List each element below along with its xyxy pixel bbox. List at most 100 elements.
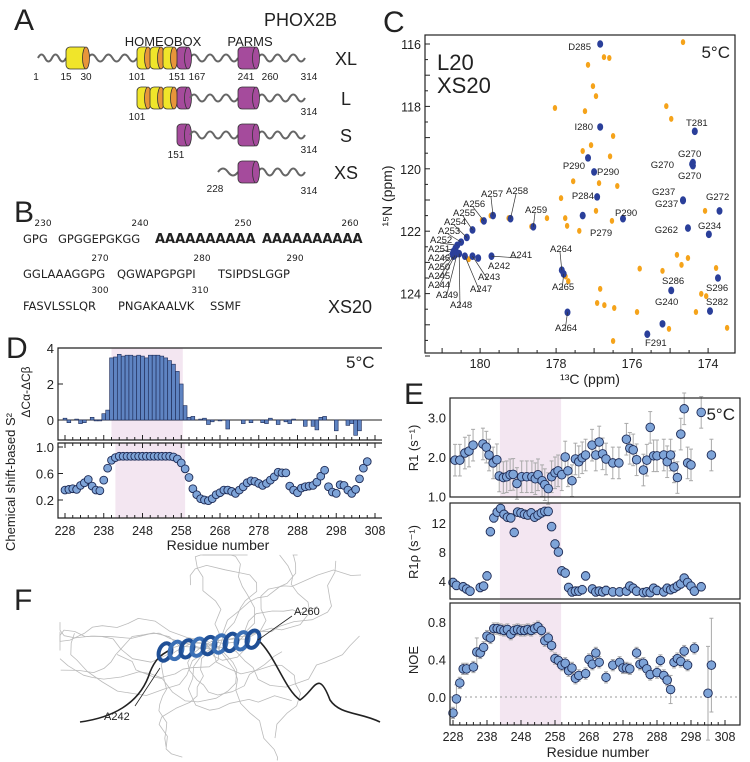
xs20-peak-T281: [691, 127, 698, 136]
r1-point: [696, 407, 706, 418]
sequence-position: 240: [131, 219, 148, 229]
x-tick-label: 268: [210, 524, 231, 538]
r1-point: [686, 460, 696, 470]
r1-point: [645, 422, 655, 433]
x-tick-label: 268: [579, 730, 600, 744]
ensemble-conformer: [213, 560, 337, 642]
bar-residue-280: [264, 419, 269, 424]
peak-label-A255: A255: [453, 208, 475, 219]
residue-number: 314: [301, 186, 318, 197]
l20-peak: [693, 309, 699, 316]
y-tick-label: 4: [47, 341, 54, 356]
bar-residue-236: [93, 419, 99, 422]
residue-number: 101: [129, 112, 146, 123]
y-tick-label: 2: [47, 377, 54, 392]
xs20-peak-S282: [707, 307, 713, 315]
noe-point: [679, 646, 689, 656]
bar-residue-243: [120, 355, 126, 421]
residue-label-a242: A242: [104, 711, 130, 723]
peak-label-A264: A264: [555, 323, 577, 334]
xs20-peak-P284: [594, 193, 601, 201]
s-parms-helix: [237, 123, 260, 147]
xl-linker: [37, 53, 67, 63]
s2-point-residue-298: [331, 489, 341, 498]
sequence-segment: GGLAAAGGPG: [23, 267, 105, 281]
r1-point: [706, 450, 717, 460]
noe-point: [662, 675, 672, 685]
bar-residue-295: [322, 416, 327, 421]
xl-homeobox-helix: [149, 46, 165, 70]
residue-number: 314: [301, 145, 318, 156]
r1-point: [679, 404, 689, 414]
l20-peak: [699, 290, 704, 297]
peak-label-A253: A253: [438, 226, 460, 237]
r1-point: [512, 478, 522, 489]
leader-line: [559, 251, 563, 271]
peak-label-A243: A243: [478, 272, 500, 283]
noe-point: [451, 694, 462, 704]
bar-residue-248: [140, 355, 145, 421]
panel-label-e: E: [404, 378, 424, 411]
s2-point-residue-305: [359, 463, 368, 473]
l-parms-helix-cap: [252, 86, 260, 110]
sequence-position: 270: [91, 254, 108, 264]
bar-residue-304: [357, 419, 362, 432]
peak-label-P279: P279: [590, 228, 612, 239]
sequence-position: 300: [91, 286, 108, 296]
l20-peak: [566, 278, 571, 285]
l20-peak: [634, 309, 640, 316]
homeobox-label: HOMEOBOX: [125, 34, 202, 49]
peak-label-S282: S282: [706, 297, 728, 308]
peak-label-A252: A252: [430, 235, 452, 246]
bar-residue-303: [353, 419, 358, 436]
bar-residue-261: [190, 416, 196, 421]
y-tick-label: 0.4: [428, 653, 446, 668]
y-tick-label: 118: [401, 100, 421, 114]
polyalanine-segment: AAAAAAAAAA: [262, 232, 363, 247]
residue-number: 15: [60, 72, 72, 83]
l20-peak: [724, 324, 730, 331]
leader-line: [510, 193, 517, 219]
x-tick-label: 248: [132, 524, 153, 538]
bar-residue-298: [334, 419, 339, 432]
sequence-position: 230: [34, 219, 51, 229]
peak-label-A264: A264: [550, 244, 572, 255]
sequence-position: 310: [191, 286, 208, 296]
leader-line: [445, 252, 458, 299]
peak-label-F291: F291: [645, 338, 667, 349]
bar-residue-245: [128, 354, 134, 421]
r1rho-point: [577, 584, 587, 595]
bar-residue-254: [163, 357, 168, 421]
leader-line: [532, 212, 536, 227]
bar-residue-301: [345, 419, 351, 426]
xs20-peak-G240: [659, 320, 666, 328]
peak-label-P290: P290: [615, 208, 637, 219]
l20-peak: [666, 325, 672, 332]
x-tick-label: 288: [647, 730, 668, 744]
r1rho-point: [550, 539, 560, 549]
noe-point: [478, 642, 489, 653]
peak-label-G234: G234: [698, 221, 721, 232]
l20-peak: [552, 104, 558, 111]
structure-ensemble: [59, 554, 362, 761]
s2-point-residue-238: [99, 475, 109, 485]
peak-label-G270: G270: [678, 149, 701, 160]
s2-point-residue-259: [180, 464, 190, 474]
bar-residue-260: [186, 416, 192, 421]
bar-residue-242: [117, 353, 122, 421]
temperature-label: 5°C: [706, 405, 735, 424]
xs-parms-helix: [237, 160, 260, 184]
xs20-peak-G237: [680, 196, 687, 205]
peak-label-D285: D285: [568, 42, 591, 53]
bar-residue-231: [74, 418, 79, 421]
bar-residue-302: [349, 419, 354, 424]
r1-point: [676, 429, 686, 439]
noe-point: [546, 640, 557, 651]
y-tick-label: 0.8: [428, 615, 446, 630]
bar-residue-290: [303, 419, 308, 427]
x-axis-label: Residue number: [547, 744, 650, 760]
bar-residue-283: [275, 419, 281, 425]
l20-peak: [669, 115, 674, 122]
y-tick-label: 122: [400, 225, 421, 239]
bar-residue-293: [314, 419, 320, 431]
